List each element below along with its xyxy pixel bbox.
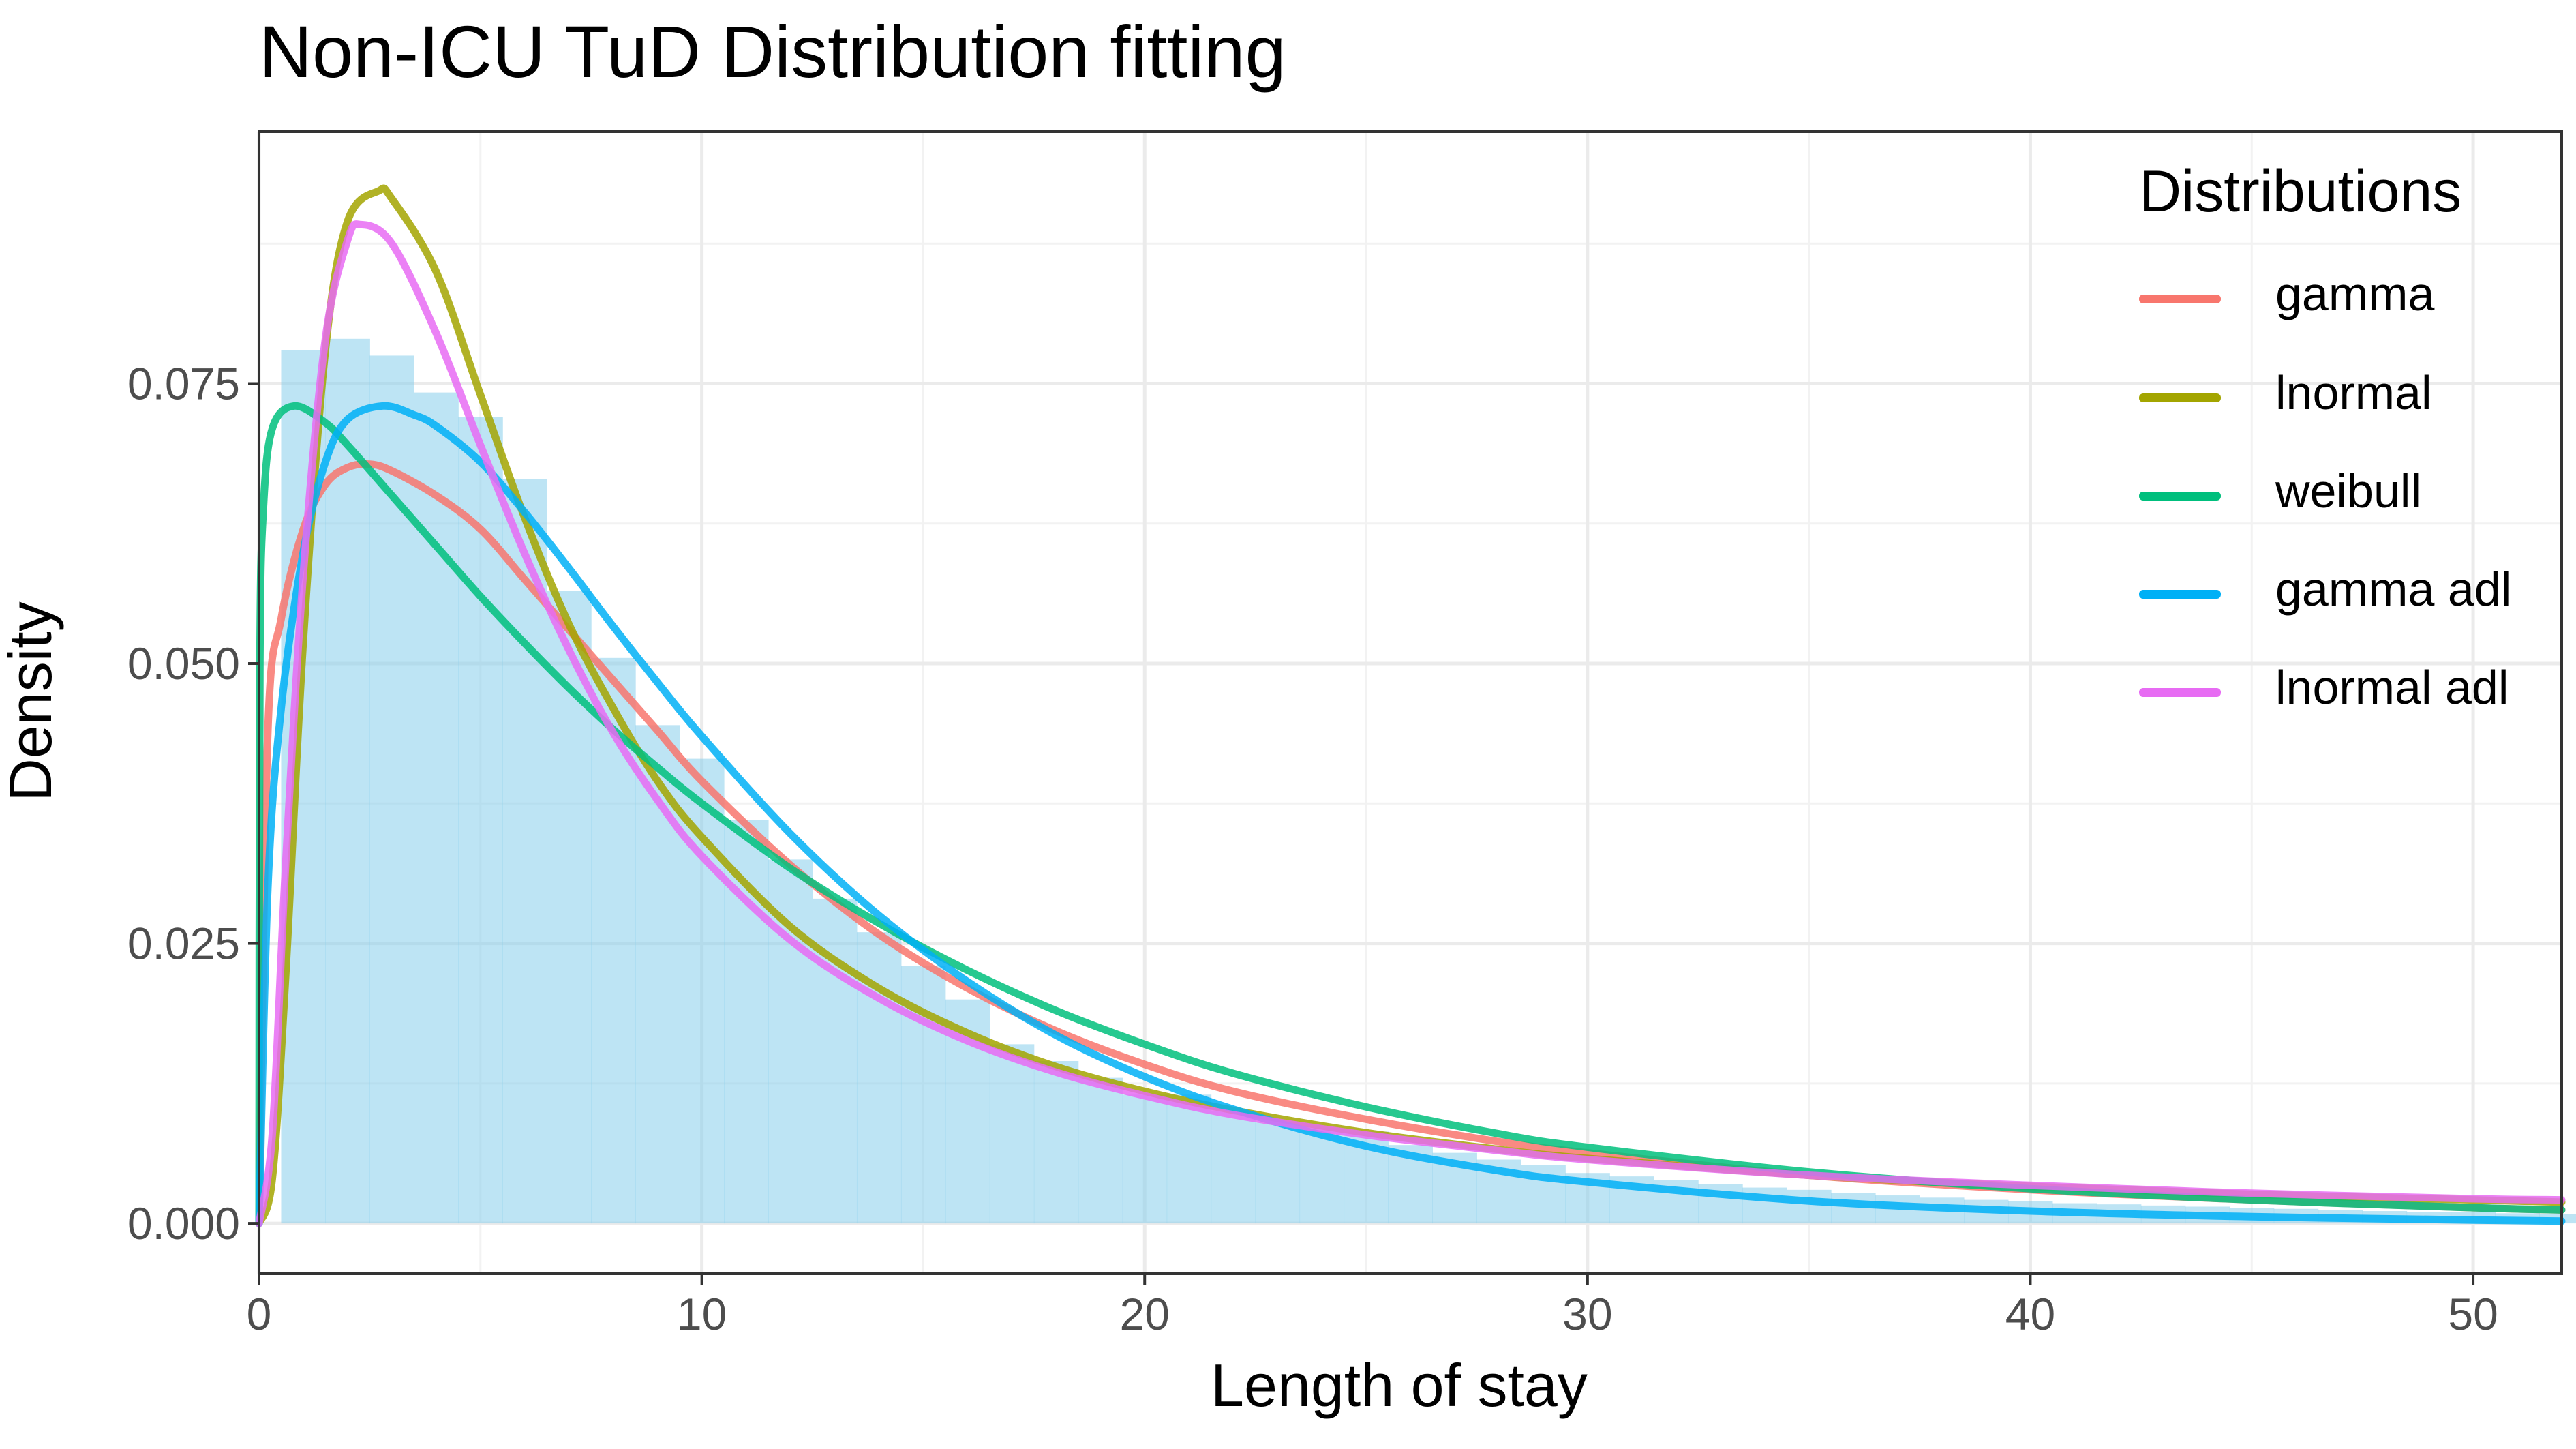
legend: Distributions gamma lnormal weibull gamm… — [2127, 150, 2563, 750]
x-axis-title: Length of stay — [1211, 1351, 1588, 1419]
y-tick-label: 0.000 — [127, 1198, 240, 1249]
histogram-bar — [1299, 1128, 1345, 1224]
legend-key — [2139, 688, 2221, 697]
x-tick-label: 10 — [677, 1289, 727, 1339]
y-tick-label: 0.025 — [127, 918, 240, 969]
x-tick-label: 40 — [2005, 1289, 2055, 1339]
legend-label: gamma — [2275, 267, 2435, 320]
x-tick-label: 50 — [2448, 1289, 2498, 1339]
legend-item-gamma: gamma — [2139, 254, 2562, 349]
legend-item-gamma-adl: gamma adl — [2139, 549, 2562, 644]
histogram-bar — [1255, 1122, 1301, 1224]
legend-key — [2139, 393, 2221, 402]
x-tick-label: 20 — [1120, 1289, 1170, 1339]
y-tick-label: 0.050 — [127, 638, 240, 689]
legend-label: weibull — [2275, 464, 2421, 518]
histogram-bar — [1033, 1060, 1079, 1224]
histogram — [281, 338, 2576, 1224]
legend-item-lnormal: lnormal — [2139, 353, 2562, 448]
legend-key — [2139, 590, 2221, 599]
legend-title: Distributions — [2139, 159, 2462, 224]
plot-border — [258, 130, 2563, 1275]
series-line-lnormal-adl — [255, 220, 2566, 1227]
legend-key — [2139, 492, 2221, 501]
x-tick-label: 0 — [247, 1289, 272, 1339]
histogram-bar — [325, 338, 370, 1224]
legend-label: lnormal — [2275, 366, 2432, 419]
legend-item-lnormal-adl: lnormal adl — [2139, 647, 2562, 743]
histogram-bar — [768, 859, 813, 1224]
y-axis-title: Density — [0, 601, 64, 802]
histogram-bar — [458, 417, 503, 1224]
histogram-bar — [680, 758, 725, 1224]
series-line-gamma-adl — [255, 402, 2566, 1227]
histogram-bar — [1078, 1077, 1123, 1224]
histogram-bar — [989, 1044, 1035, 1224]
histogram-bar — [502, 479, 547, 1224]
histogram-bar — [1166, 1094, 1212, 1224]
histogram-bar — [547, 591, 592, 1224]
histogram-bar — [1831, 1193, 1876, 1224]
y-tick-label: 0.075 — [127, 358, 240, 408]
legend-label: gamma adl — [2275, 563, 2512, 616]
histogram-bar — [369, 355, 414, 1224]
legend-label: lnormal adl — [2275, 661, 2509, 714]
histogram-bar — [1211, 1111, 1256, 1224]
histogram-bar — [414, 392, 459, 1224]
histogram-bar — [1122, 1094, 1168, 1224]
chart-title: Non-ICU TuD Distribution fitting — [259, 10, 1286, 93]
density-curves — [255, 184, 2566, 1227]
histogram-bar — [1787, 1189, 1832, 1224]
x-tick-label: 30 — [1562, 1289, 1612, 1339]
legend-item-weibull: weibull — [2139, 451, 2562, 546]
legend-key — [2139, 295, 2221, 303]
axes: 0 10 20 30 40 50 0.000 0.025 0.050 0.075 — [127, 358, 2498, 1339]
